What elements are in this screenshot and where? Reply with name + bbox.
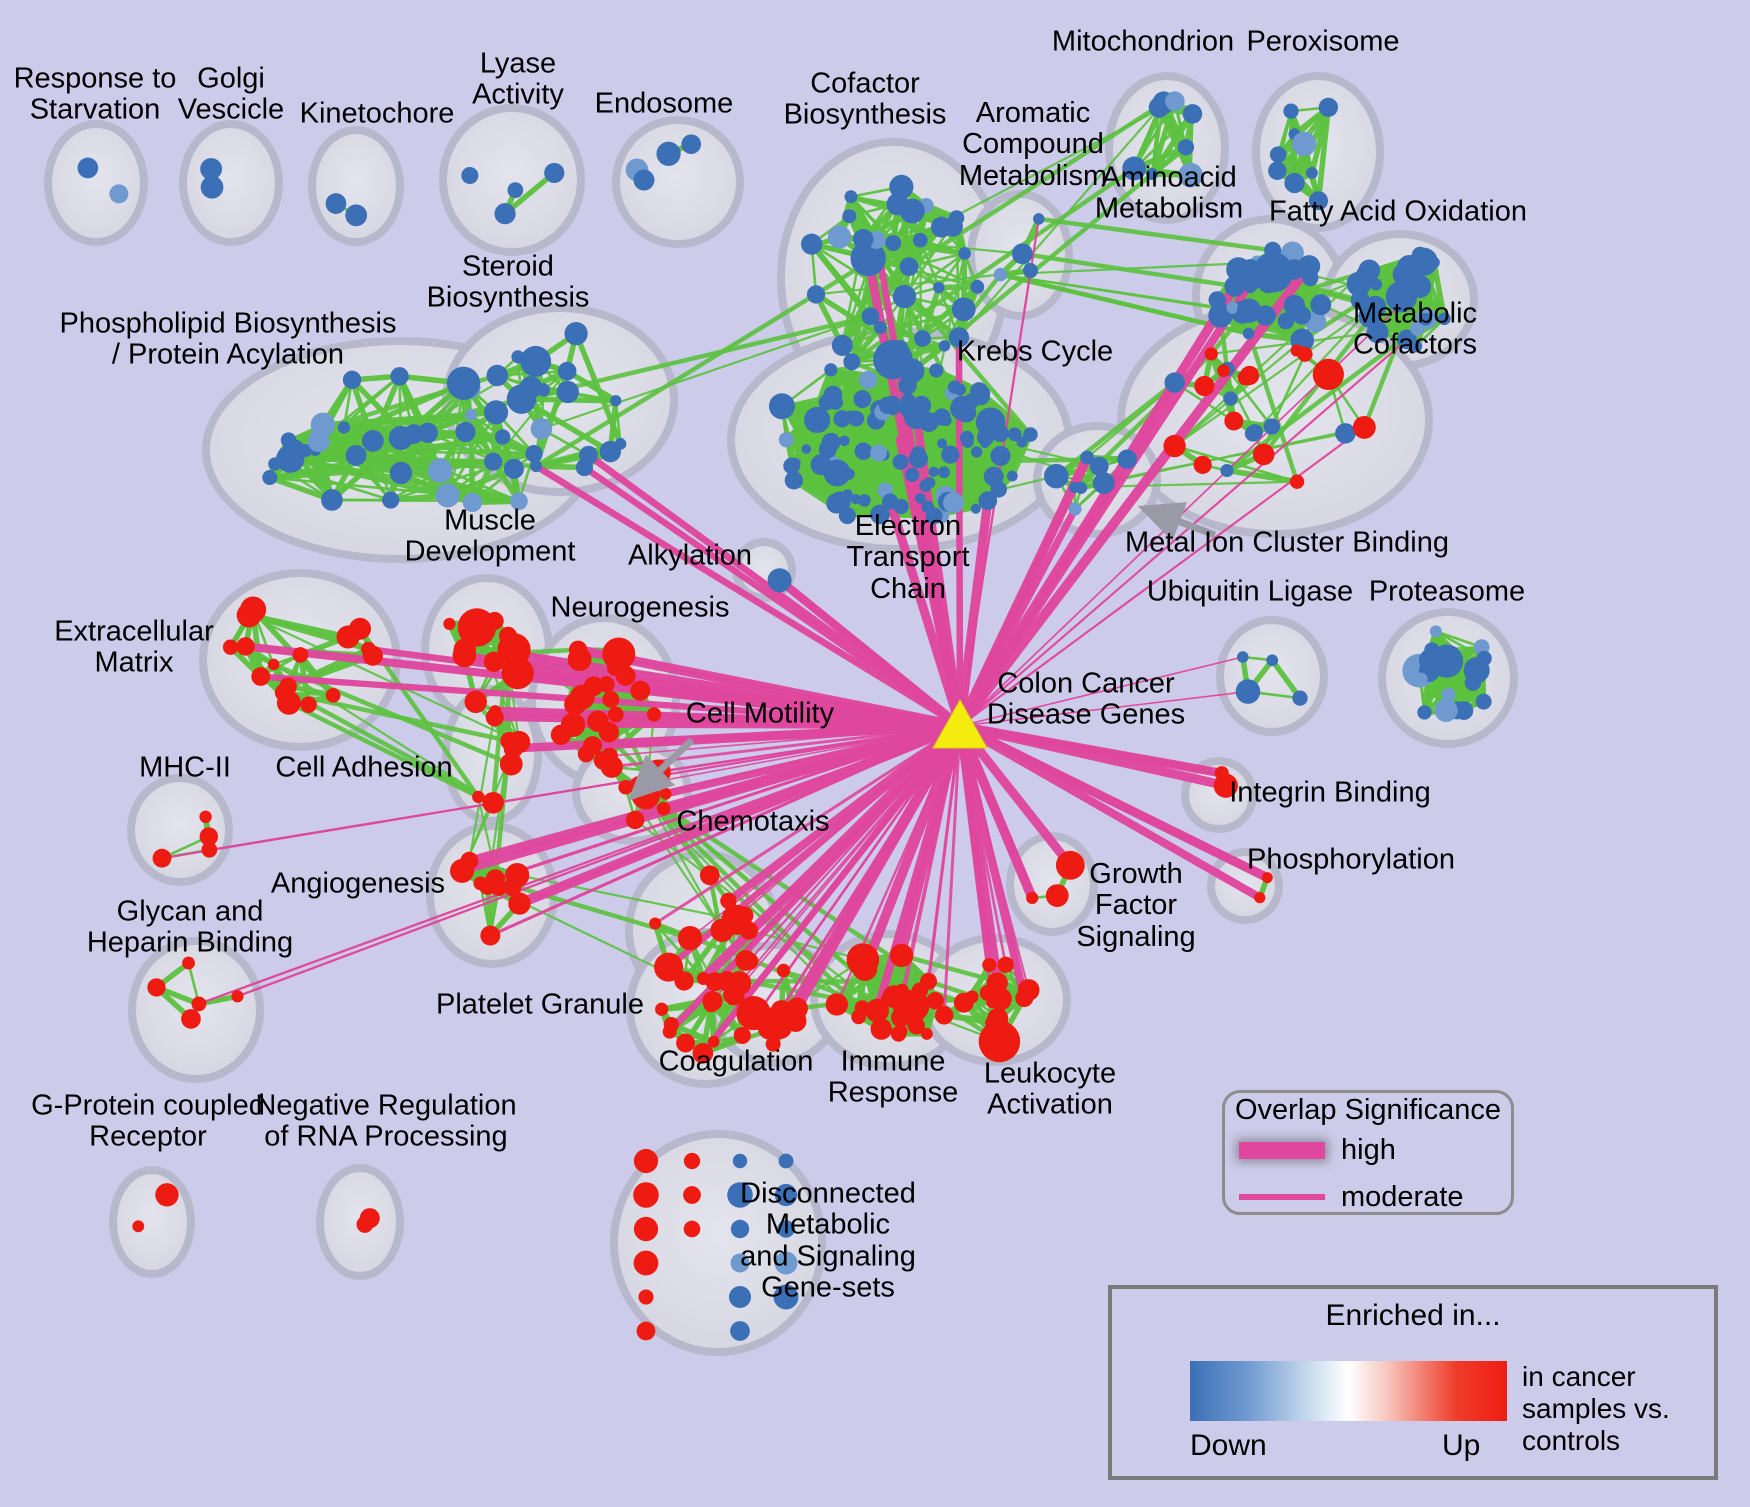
hub-node-colon-cancer-disease-genes[interactable] (932, 698, 988, 749)
legend-overlap-row-high: high (1239, 1134, 1511, 1167)
legend-overlap-significance: Overlap Significance high moderate (1222, 1090, 1514, 1215)
legend-enriched-in: Enriched in... Down Up in cancer samples… (1108, 1285, 1718, 1480)
annotation-arrows (627, 502, 1217, 801)
legend-label-high: high (1341, 1133, 1396, 1166)
legend-overlap-row-moderate: moderate (1239, 1181, 1511, 1214)
legend-color-gradient-bar (1190, 1361, 1507, 1421)
legend-label-moderate: moderate (1341, 1180, 1464, 1213)
legend-swatch-high (1239, 1141, 1325, 1159)
gene-set-nodes (77, 91, 1492, 1341)
legend-overlap-title: Overlap Significance (1235, 1094, 1501, 1126)
legend-swatch-moderate (1239, 1194, 1325, 1201)
legend-label-comparison: in cancer samples vs. controls (1522, 1361, 1670, 1457)
disease-gene-edges (160, 217, 1421, 1057)
legend-label-down: Down (1190, 1429, 1267, 1462)
legend-enriched-title: Enriched in... (1325, 1299, 1501, 1332)
legend-label-up: Up (1442, 1429, 1481, 1462)
